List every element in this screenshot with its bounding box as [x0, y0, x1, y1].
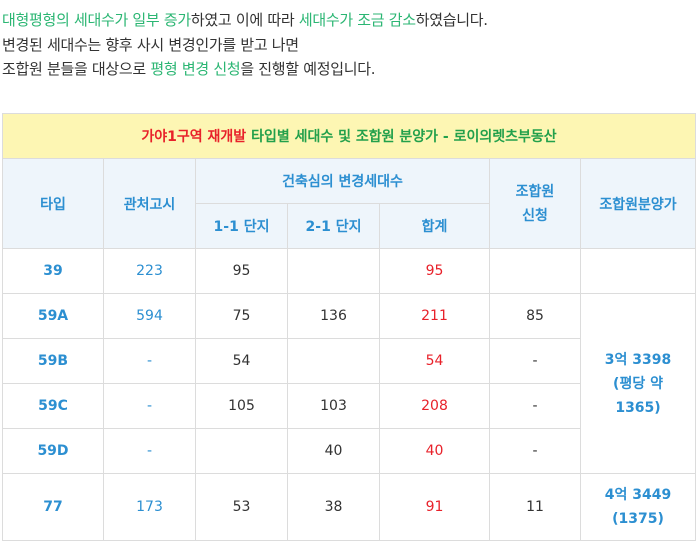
cell-type: 59D	[2, 428, 104, 474]
header-row-2: 1-1 단지 2-1 단지 합계	[3, 203, 696, 249]
header-apply: 조합원 신청	[489, 158, 581, 249]
cell-price-59: 3억 3398 (평당 약 1365)	[579, 293, 697, 474]
price-59-line: (평당 약	[613, 375, 663, 392]
cell-type: 59C	[2, 383, 104, 429]
intro-line-1-seg: 하였고 이에 따라	[190, 11, 299, 29]
header-type: 타입	[2, 158, 104, 249]
cell-type: 39	[2, 248, 104, 294]
cell-total: 54	[379, 338, 490, 384]
header-notice: 관처고시	[103, 158, 196, 249]
price-59-line: 1365)	[615, 399, 661, 416]
header-price: 조합원분양가	[579, 158, 697, 249]
cell-type: 59B	[2, 338, 104, 384]
cell-block-2	[287, 248, 380, 294]
cell-total: 208	[379, 383, 490, 429]
table-row: 77 173 53 38 91 11 4억 3449 (1375)	[2, 473, 697, 541]
cell-total: 211	[379, 293, 490, 339]
table-title: 가야1구역 재개발 타입별 세대수 및 조합원 분양가 - 로이의렛츠부동산	[1, 113, 697, 159]
intro-line-3-seg: 평형 변경 신청	[150, 60, 241, 78]
intro-line-2: 변경된 세대수는 향후 사시 변경인가를 받고 나면	[2, 35, 299, 54]
cell-block-2: 40	[287, 428, 380, 474]
cell-apply	[489, 248, 581, 294]
cell-notice: -	[103, 428, 196, 474]
cell-type: 59A	[2, 293, 104, 339]
cell-apply: 11	[489, 473, 581, 541]
title-part-source: 로이의렛츠부동산	[453, 129, 557, 145]
cell-block-1: 105	[195, 383, 288, 429]
cell-notice: -	[103, 383, 196, 429]
cell-apply: -	[489, 338, 581, 384]
cell-notice: 173	[103, 473, 196, 541]
table-title-row: 가야1구역 재개발 타입별 세대수 및 조합원 분양가 - 로이의렛츠부동산	[1, 113, 697, 159]
table-row: 59C - 105 103 208 -	[2, 383, 696, 429]
cell-type: 77	[2, 473, 104, 541]
header-block-2: 2-1 단지	[287, 203, 380, 249]
cell-total: 91	[379, 473, 490, 541]
table-row: 39 223 95 95	[2, 248, 697, 294]
title-part-project: 가야1구역 재개발	[141, 129, 252, 145]
intro-line-3: 조합원 분들을 대상으로 평형 변경 신청을 진행할 예정입니다.	[2, 57, 692, 82]
cell-apply: -	[489, 428, 581, 474]
cell-apply: 85	[489, 293, 581, 339]
intro-line-1-seg: 대형평형의 세대수가 일부 증가	[2, 11, 191, 29]
intro-line-3-seg: 조합원 분들을 대상으로	[2, 60, 151, 78]
intro-text: 대형평형의 세대수가 일부 증가하였고 이에 따라 세대수가 조금 감소하였습니…	[2, 8, 692, 82]
cell-block-2: 136	[287, 293, 380, 339]
intro-line-3-seg: 을 진행할 예정입니다.	[240, 60, 376, 78]
cell-notice: 594	[103, 293, 196, 339]
header-row-1: 타입 관처고시 건축심의 변경세대수 조합원 신청 조합원분양가	[2, 158, 697, 249]
cell-block-1: 54	[195, 338, 288, 384]
price-77-line: 4억 3449	[604, 487, 672, 503]
cell-block-1: 75	[195, 293, 288, 339]
price-77-line: (1375)	[612, 511, 664, 527]
cell-block-2: 103	[287, 383, 380, 429]
cell-total: 95	[379, 248, 490, 294]
intro-line-1-seg: 세대수가 조금 감소	[298, 11, 416, 29]
intro-line-1-seg: 하였습니다.	[415, 11, 488, 29]
title-part-desc: 타입별 세대수 및 조합원 분양가 -	[251, 129, 454, 145]
header-total: 합계	[379, 203, 490, 249]
intro-line-1: 대형평형의 세대수가 일부 증가하였고 이에 따라 세대수가 조금 감소하였습니…	[2, 8, 692, 33]
cell-notice: 223	[103, 248, 196, 294]
cell-price	[579, 248, 697, 294]
cell-block-2	[287, 338, 380, 384]
price-59-line: 3억 3398	[604, 351, 672, 368]
cell-block-2: 38	[287, 473, 380, 541]
cell-notice: -	[103, 338, 196, 384]
unit-type-table: 가야1구역 재개발 타입별 세대수 및 조합원 분양가 - 로이의렛츠부동산 타…	[1, 113, 697, 541]
cell-price-77: 4억 3449 (1375)	[579, 473, 697, 541]
header-changed: 건축심의 변경세대수	[195, 158, 490, 204]
header-block-1: 1-1 단지	[195, 203, 288, 249]
cell-block-1	[195, 428, 288, 474]
cell-total: 40	[379, 428, 490, 474]
table-row: 59A 594 75 136 211 85 3억 3398 (평당 약 1365…	[2, 293, 697, 474]
cell-block-1: 53	[195, 473, 288, 541]
cell-apply: -	[489, 383, 581, 429]
cell-block-1: 95	[195, 248, 288, 294]
table-row: 59B - 54 54 -	[2, 338, 696, 384]
